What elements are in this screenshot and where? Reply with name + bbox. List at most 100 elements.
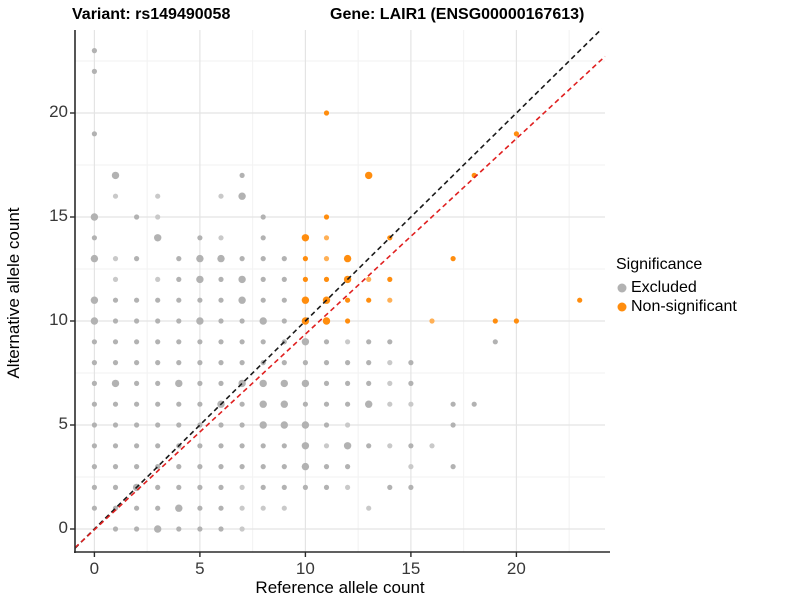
data-point-excluded [154,525,162,533]
data-point-excluded [218,235,224,241]
data-point-excluded [112,193,119,199]
data-point-excluded [176,464,182,470]
data-point-excluded [91,401,97,407]
data-point-excluded [134,526,140,532]
data-point-excluded [260,339,266,345]
data-point-excluded [239,526,245,532]
data-point-excluded [281,360,287,366]
data-point-excluded [366,505,372,511]
data-point-excluded [134,297,140,303]
y-tick-label: 15 [49,206,68,225]
data-point-excluded [238,192,246,200]
data-point-excluded [134,318,140,324]
data-point-excluded [176,318,182,324]
data-point-excluded [196,275,204,284]
data-point-excluded [91,505,97,511]
data-point-excluded [323,484,330,490]
data-point-excluded [196,254,204,263]
data-point-excluded [218,339,224,345]
data-point-excluded [218,526,224,532]
data-point-excluded [280,379,288,388]
excluded-dot-icon [617,283,627,292]
data-point-excluded [366,443,372,449]
data-point-excluded [281,505,287,511]
data-point-excluded [175,504,183,512]
data-point-excluded [366,380,372,386]
legend-item-excluded: Excluded [616,278,737,297]
data-point-excluded [301,379,310,388]
data-point-excluded [155,193,161,199]
data-point-excluded [366,360,372,366]
data-point-non-significant [322,317,331,325]
data-point-excluded [155,360,161,366]
data-point-excluded [260,297,266,303]
data-point-non-significant [343,254,352,263]
data-point-non-significant [387,276,393,282]
data-point-excluded [134,214,140,220]
data-point-non-significant [365,171,373,180]
data-point-excluded [323,401,330,407]
data-point-excluded [218,380,224,386]
data-point-excluded [112,276,119,282]
data-point-excluded [238,296,246,304]
data-point-excluded [218,505,224,511]
data-point-excluded [281,464,287,470]
data-point-excluded [280,400,288,408]
identity-line [74,28,603,549]
regression-line [74,55,606,549]
data-point-excluded [90,254,99,263]
legend: Significance Excluded Non-significant [616,256,737,316]
data-point-excluded [197,526,203,532]
data-point-excluded [134,339,140,345]
data-point-excluded [176,276,182,282]
data-point-non-significant [366,276,372,282]
data-point-non-significant [345,297,351,303]
data-point-excluded [259,379,267,388]
data-point-excluded [239,360,245,366]
data-point-excluded [239,484,245,490]
data-point-excluded [301,338,310,346]
data-point-excluded [218,484,224,490]
data-point-excluded [196,317,204,325]
data-point-excluded [260,235,266,241]
data-point-non-significant [323,110,330,116]
x-axis-title: Reference allele count [255,578,425,597]
data-point-excluded [112,297,119,303]
data-point-excluded [281,297,287,303]
data-point-excluded [91,235,97,241]
data-point-excluded [345,339,351,345]
data-point-excluded [91,464,97,470]
data-point-excluded [91,48,97,54]
data-point-non-significant [345,318,351,324]
data-point-excluded [217,254,225,263]
data-point-excluded [175,379,183,388]
data-point-excluded [197,484,203,490]
data-point-excluded [112,422,119,428]
x-tick-label: 10 [295,559,315,578]
data-point-excluded [387,380,393,386]
data-point-excluded [197,401,203,407]
data-point-excluded [366,339,372,345]
data-point-excluded [155,401,161,407]
data-point-excluded [155,318,161,324]
data-point-excluded [301,442,310,450]
data-point-excluded [408,401,414,407]
data-point-non-significant [302,256,308,262]
data-point-excluded [387,443,393,449]
data-point-excluded [176,256,182,262]
data-point-excluded [197,505,203,511]
data-point-non-significant [302,276,308,282]
data-point-excluded [155,276,161,282]
legend-label-non-significant: Non-significant [631,297,737,315]
data-point-non-significant [301,234,310,242]
non-significant-dot-icon [617,302,627,311]
data-point-excluded [155,443,161,449]
data-point-excluded [155,422,161,428]
data-point-excluded [112,339,119,345]
data-point-excluded [260,484,266,490]
data-point-non-significant [513,131,520,137]
data-point-excluded [239,422,245,428]
data-point-excluded [218,297,224,303]
data-point-excluded [112,464,119,470]
data-point-excluded [323,464,330,470]
